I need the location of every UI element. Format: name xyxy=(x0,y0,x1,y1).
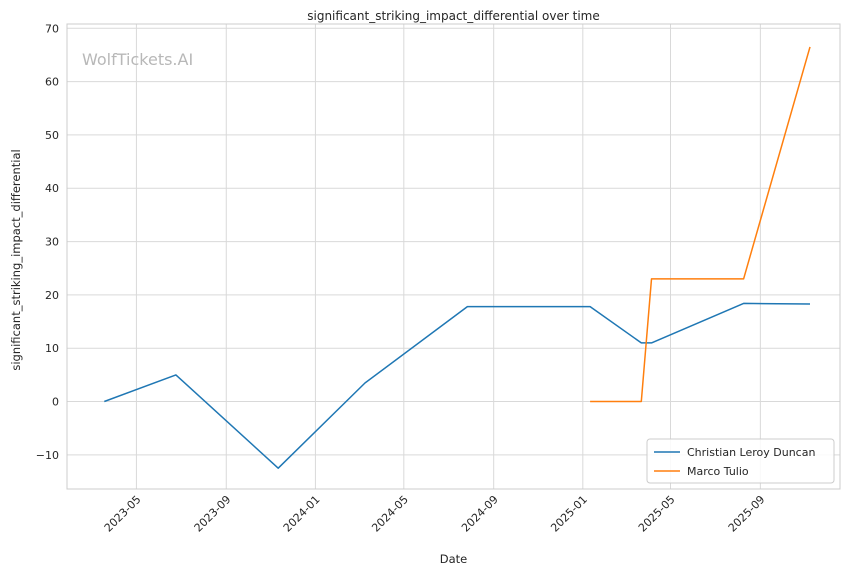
y-tick-label: 0 xyxy=(52,396,59,409)
x-tick-labels: 2023-05 2023-09 2024-01 2024-05 2024-09 2025-… xyxy=(102,493,768,535)
y-tick-label: 70 xyxy=(45,22,59,35)
y-tick-label: 20 xyxy=(45,289,59,302)
y-tick-labels: −10 0 10 20 30 40 50 60 70 xyxy=(36,22,59,462)
y-tick-label: 30 xyxy=(45,236,59,249)
x-tick-label: 2023-09 xyxy=(192,493,234,535)
x-tick-label: 2024-09 xyxy=(459,493,501,535)
chart-title: significant_striking_impact_differential… xyxy=(307,9,599,23)
grid-lines xyxy=(67,24,840,489)
x-tick-label: 2025-05 xyxy=(636,493,678,535)
x-tick-label: 2025-01 xyxy=(548,493,590,535)
y-tick-label: 10 xyxy=(45,342,59,355)
y-tick-label: 60 xyxy=(45,76,59,89)
x-tick-label: 2025-09 xyxy=(726,493,768,535)
legend: Christian Leroy Duncan Marco Tulio xyxy=(646,438,835,484)
x-tick-label: 2023-05 xyxy=(102,493,144,535)
y-tick-label: 50 xyxy=(45,129,59,142)
x-tick-label: 2024-01 xyxy=(281,493,323,535)
series-lines xyxy=(104,46,811,469)
x-tick-label: 2024-05 xyxy=(369,493,411,535)
y-axis-title: significant_striking_impact_differential xyxy=(9,149,23,370)
legend-box xyxy=(646,438,835,484)
y-tick-label: −10 xyxy=(36,449,59,462)
x-axis-title: Date xyxy=(440,552,468,566)
legend-label-marco-tulio: Marco Tulio xyxy=(687,465,749,478)
y-tick-label: 40 xyxy=(45,182,59,195)
watermark-text: WolfTickets.AI xyxy=(82,50,193,69)
series-line-marco-tulio xyxy=(590,46,811,403)
legend-label-christian-leroy-duncan: Christian Leroy Duncan xyxy=(687,446,815,459)
series-line-christian-leroy-duncan xyxy=(104,302,811,469)
plot-area-frame xyxy=(66,23,841,490)
